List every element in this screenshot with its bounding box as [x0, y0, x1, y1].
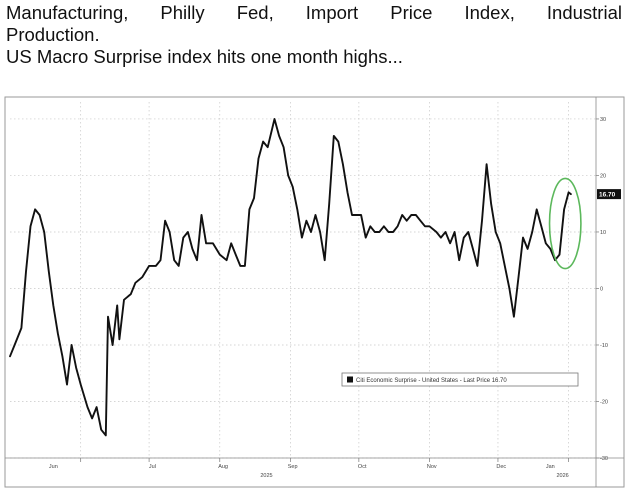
caption-word: Industrial [546, 2, 622, 23]
last-price-badge: 16.70 [597, 189, 621, 200]
y-tick-label: -10 [600, 343, 608, 349]
caption-word: Index, [464, 2, 515, 23]
x-tick-label: Oct [358, 464, 367, 470]
caption-line-3: US Macro Surprise index hits one month h… [6, 46, 403, 67]
x-year-label: 2026 [557, 473, 569, 479]
last-price-badge-bg [597, 189, 621, 200]
x-tick-label: Jan [546, 464, 555, 470]
x-tick-label: Sep [288, 464, 298, 470]
legend-box [341, 372, 579, 387]
x-tick-label: Jul [149, 464, 156, 470]
x-tick-label: Jun [49, 464, 58, 470]
legend-label: Citi Economic Surprise - United States -… [356, 378, 507, 384]
axis-layer: 30 20 10 0 -10 -20 -30 Jun Jul Aug Sep Oct Nov Dec Jan… [5, 97, 624, 487]
x-year-label: 2025 [260, 473, 272, 479]
caption: Manufacturing, Philly Fed, Import Price … [6, 2, 622, 68]
x-tick-label: Dec [496, 464, 506, 470]
caption-word: Import [305, 2, 359, 23]
caption-word: Manufacturing, [6, 2, 129, 23]
y-tick-label: 20 [600, 173, 606, 179]
chart-svg: 30 20 10 0 -10 -20 -30 Jun Jul Aug Sep Oct Nov Dec Jan… [4, 96, 625, 488]
legend-swatch [347, 376, 353, 383]
series-layer [9, 118, 572, 437]
caption-word: Philly [160, 2, 205, 23]
caption-word: Price [390, 2, 433, 23]
y-tick-label: 0 [600, 286, 603, 292]
y-tick-label: 10 [600, 230, 606, 236]
chart-background [4, 96, 625, 488]
x-tick-label: Aug [218, 464, 228, 470]
highlight-circle [548, 177, 582, 270]
series-line [9, 118, 572, 437]
y-tick-label: -20 [600, 399, 608, 405]
last-price-badge-label: 16.70 [599, 192, 616, 199]
surprise-index-chart: 30 20 10 0 -10 -20 -30 Jun Jul Aug Sep Oct Nov Dec Jan… [4, 96, 625, 488]
y-tick-label: -30 [600, 456, 608, 462]
x-tick-label: Nov [427, 464, 437, 470]
caption-word: Fed, [236, 2, 274, 23]
caption-line-2: Production. [6, 24, 100, 45]
legend: Citi Economic Surprise - United States -… [341, 372, 579, 387]
caption-line-1: Manufacturing, Philly Fed, Import Price … [6, 2, 622, 24]
chart-frame [4, 96, 625, 488]
y-tick-label: 30 [600, 117, 606, 123]
